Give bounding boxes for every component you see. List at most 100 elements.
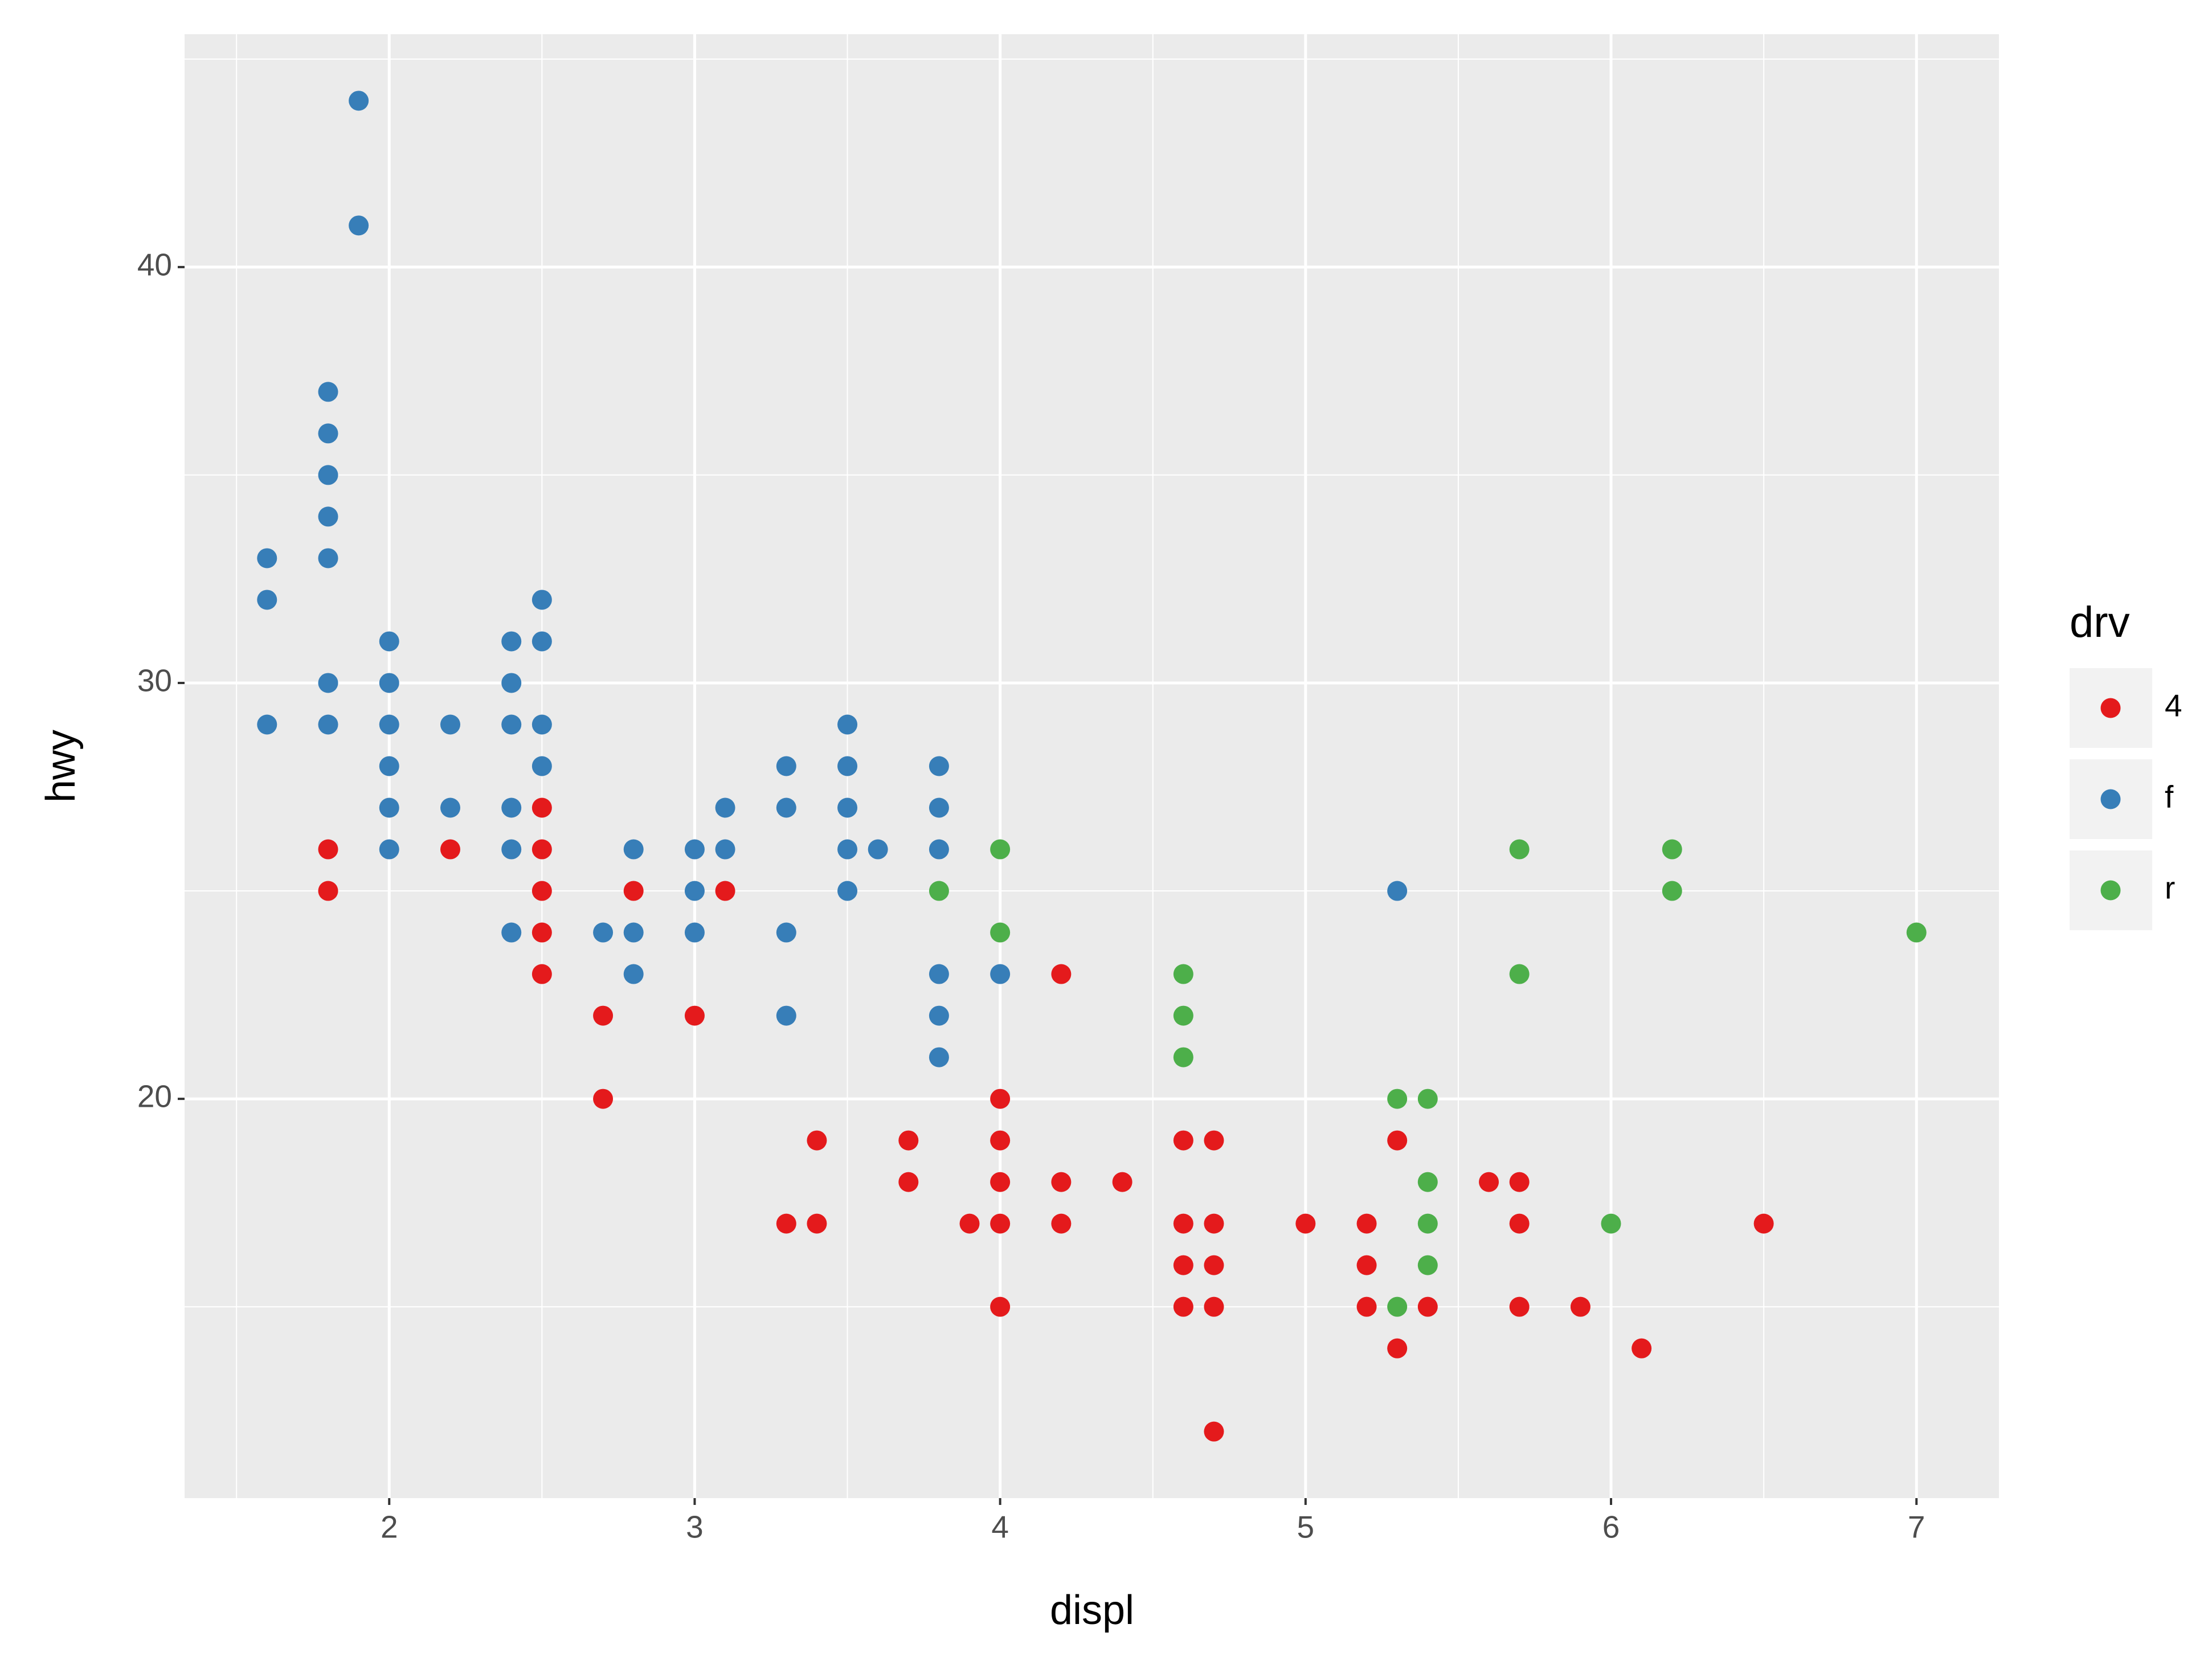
point [1509,1172,1530,1192]
point [501,631,522,652]
point [1387,1296,1408,1317]
point [501,714,522,735]
point [1112,1172,1132,1192]
point [379,797,399,818]
legend-marker [2100,789,2121,809]
point [990,1296,1011,1317]
point [715,881,735,901]
point [440,714,460,735]
point [1601,1213,1621,1234]
point [1509,964,1530,984]
point [257,714,277,735]
point [1295,1213,1316,1234]
legend-label: 4 [2165,688,2182,723]
point [1417,1296,1438,1317]
point [318,714,338,735]
point [684,922,705,943]
point [1173,1047,1193,1067]
point [684,1005,705,1026]
point [1173,1213,1193,1234]
point [929,797,949,818]
point [1051,964,1072,984]
point [1356,1255,1377,1275]
point [1356,1296,1377,1317]
point [929,881,949,901]
point [349,215,369,236]
x-tick-label: 4 [991,1509,1009,1545]
point [1509,839,1530,860]
point [1387,1089,1408,1109]
plot-panel [185,34,1999,1498]
point [379,756,399,776]
point [990,1172,1011,1192]
point [929,756,949,776]
x-tick-label: 5 [1297,1509,1315,1545]
point [1906,922,1927,943]
point [1417,1089,1438,1109]
point [1204,1213,1224,1234]
point [837,797,858,818]
point [379,714,399,735]
point [257,590,277,610]
point [623,922,644,943]
point [898,1130,919,1151]
point [1387,1130,1408,1151]
point [837,881,858,901]
point [1051,1213,1072,1234]
point [531,922,552,943]
point [1479,1172,1499,1192]
point [837,839,858,860]
point [1662,881,1682,901]
point [531,631,552,652]
point [837,756,858,776]
point [531,590,552,610]
point [837,714,858,735]
point [501,797,522,818]
point [776,1005,796,1026]
point [623,964,644,984]
point [990,964,1011,984]
point [1173,1130,1193,1151]
point [1387,881,1408,901]
y-tick-label: 40 [137,247,172,282]
point [593,1089,614,1109]
point [623,881,644,901]
point [531,964,552,984]
x-tick-label: 6 [1602,1509,1620,1545]
point [593,922,614,943]
point [318,673,338,693]
point [1204,1130,1224,1151]
y-tick-label: 30 [137,663,172,698]
point [1662,839,1682,860]
point [531,756,552,776]
point [440,797,460,818]
point [990,1089,1011,1109]
point [1204,1296,1224,1317]
point [1051,1172,1072,1192]
point [959,1213,980,1234]
point [807,1213,827,1234]
point [318,881,338,901]
point [684,881,705,901]
point [990,1213,1011,1234]
point [1387,1338,1408,1359]
legend-title: drv [2070,598,2130,647]
point [1356,1213,1377,1234]
x-tick-label: 7 [1908,1509,1925,1545]
point [776,922,796,943]
legend-marker [2100,880,2121,901]
y-axis-title: hwy [38,730,84,803]
point [318,839,338,860]
point [379,673,399,693]
point [501,673,522,693]
x-tick-label: 3 [686,1509,704,1545]
point [929,1047,949,1067]
point [1173,1005,1193,1026]
point [318,506,338,527]
point [684,839,705,860]
point [440,839,460,860]
point [318,423,338,444]
x-tick-label: 2 [381,1509,398,1545]
point [776,1213,796,1234]
